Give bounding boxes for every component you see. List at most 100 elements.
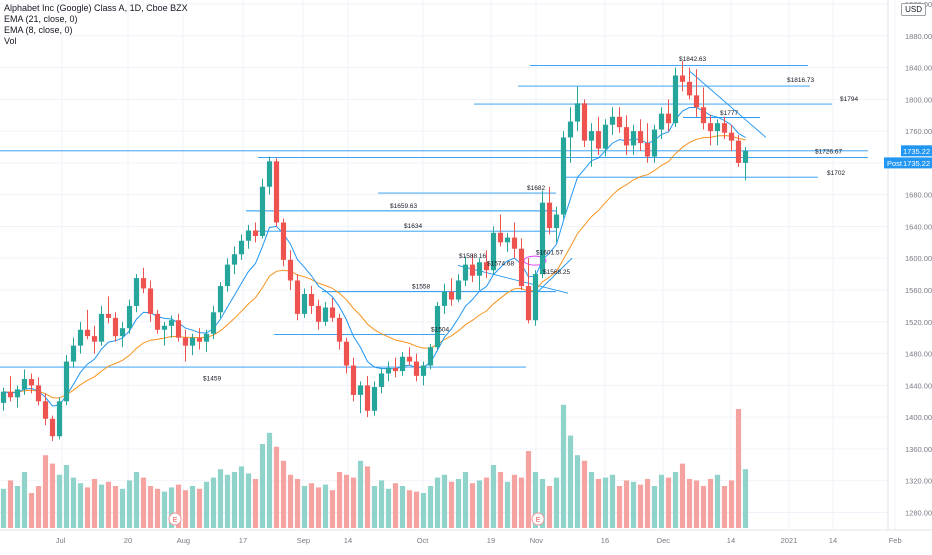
- volume-bar: [336, 472, 343, 528]
- candle-body: [707, 123, 714, 132]
- volume-bar: [70, 477, 77, 528]
- volume-bar: [259, 444, 266, 528]
- level-label: $1568.25: [543, 269, 570, 276]
- earnings-marker[interactable]: [168, 512, 182, 526]
- volume-bar: [623, 480, 630, 528]
- volume-bar: [140, 477, 147, 528]
- volume-bar: [518, 477, 525, 528]
- volume-bar: [448, 481, 455, 528]
- volume-bar: [91, 479, 98, 528]
- volume-bar: [350, 477, 357, 528]
- candle-body: [609, 116, 616, 125]
- level-label: $1459: [203, 376, 221, 383]
- price-tick-label: 1480.00: [905, 350, 932, 359]
- level-label: $1702: [827, 170, 845, 177]
- candle-body: [700, 107, 707, 124]
- legend-ema8[interactable]: EMA (8, close, 0): [4, 25, 73, 35]
- volume-bar: [595, 479, 602, 528]
- volume-bar: [378, 480, 385, 528]
- candle-body: [140, 278, 147, 289]
- volume-bar: [735, 409, 742, 528]
- candle-body: [693, 95, 700, 108]
- time-tick-label: Dec: [657, 536, 671, 545]
- candle-body: [91, 336, 98, 342]
- candle-body: [28, 379, 35, 386]
- candle-body: [350, 365, 357, 395]
- candle-body: [56, 401, 63, 437]
- candle-body: [378, 373, 385, 387]
- candle-body: [329, 307, 336, 318]
- candle-body: [133, 278, 140, 306]
- volume-bar: [154, 488, 161, 528]
- candle-body: [7, 391, 14, 398]
- level-label: $1682: [527, 185, 545, 192]
- time-tick-label: 17: [239, 536, 247, 545]
- candle-body: [679, 75, 686, 82]
- volume-bar: [385, 488, 392, 528]
- volume-bar: [42, 455, 49, 528]
- time-tick-label: 14: [829, 536, 837, 545]
- time-tick-label: 16: [601, 536, 609, 545]
- candle-body: [371, 386, 378, 411]
- candle-body: [462, 264, 469, 281]
- volume-bar: [497, 472, 504, 528]
- price-tick-label: 1800.00: [905, 95, 932, 104]
- earnings-marker[interactable]: [531, 512, 545, 526]
- candle-body: [455, 280, 462, 300]
- volume-bar: [329, 490, 336, 528]
- volume-bar: [413, 491, 420, 528]
- volume-bar: [196, 488, 203, 528]
- volume-bar: [203, 481, 210, 528]
- candle-body: [497, 232, 504, 243]
- candle-body: [539, 202, 546, 275]
- price-tick-label: 1320.00: [905, 477, 932, 486]
- volume-bar: [126, 480, 133, 528]
- candle-body: [14, 389, 21, 398]
- trend-line: [537, 257, 573, 292]
- volume-bar: [644, 479, 651, 528]
- trend-line: [689, 71, 767, 138]
- volume-bar: [287, 474, 294, 528]
- candle-body: [392, 367, 399, 372]
- currency-button[interactable]: USD: [901, 3, 926, 16]
- volume-bar: [182, 490, 189, 528]
- volume-bar: [161, 491, 168, 528]
- volume-bar: [238, 466, 245, 528]
- level-label: $1659.63: [390, 203, 417, 210]
- candle-body: [427, 347, 434, 366]
- volume-bar: [434, 477, 441, 528]
- candle-body: [448, 291, 455, 300]
- volume-bar: [7, 480, 14, 528]
- volume-bar: [210, 477, 217, 528]
- volume-bar: [147, 486, 154, 528]
- ema21-line: [3, 135, 746, 399]
- price-tick-label: 1440.00: [905, 381, 932, 390]
- candle-body: [266, 161, 273, 187]
- volume-bar: [308, 483, 315, 528]
- candle-body: [252, 230, 259, 236]
- candle-body: [322, 307, 329, 322]
- legend-ema21[interactable]: EMA (21, close, 0): [4, 14, 78, 24]
- volume-bar: [462, 472, 469, 528]
- time-tick-label: 20: [124, 536, 132, 545]
- level-label: $1558: [412, 283, 430, 290]
- post-price-label: 1735.22: [903, 159, 930, 168]
- volume-bar: [441, 474, 448, 528]
- candle-body: [259, 186, 266, 236]
- volume-bar: [700, 486, 707, 528]
- volume-bar: [532, 472, 539, 528]
- volume-bar: [0, 488, 7, 528]
- legend-title[interactable]: Alphabet Inc (Google) Class A, 1D, Cboe …: [4, 3, 188, 13]
- level-label: $1601.57: [536, 249, 563, 256]
- volume-bar: [483, 477, 490, 528]
- candle-body: [245, 230, 252, 241]
- candle-body: [728, 132, 735, 141]
- volume-bar: [651, 486, 658, 528]
- candle-body: [273, 161, 280, 223]
- candle-body: [301, 294, 308, 314]
- legend-vol[interactable]: Vol: [4, 36, 17, 46]
- candle-body: [623, 127, 630, 146]
- volume-bar: [546, 486, 553, 528]
